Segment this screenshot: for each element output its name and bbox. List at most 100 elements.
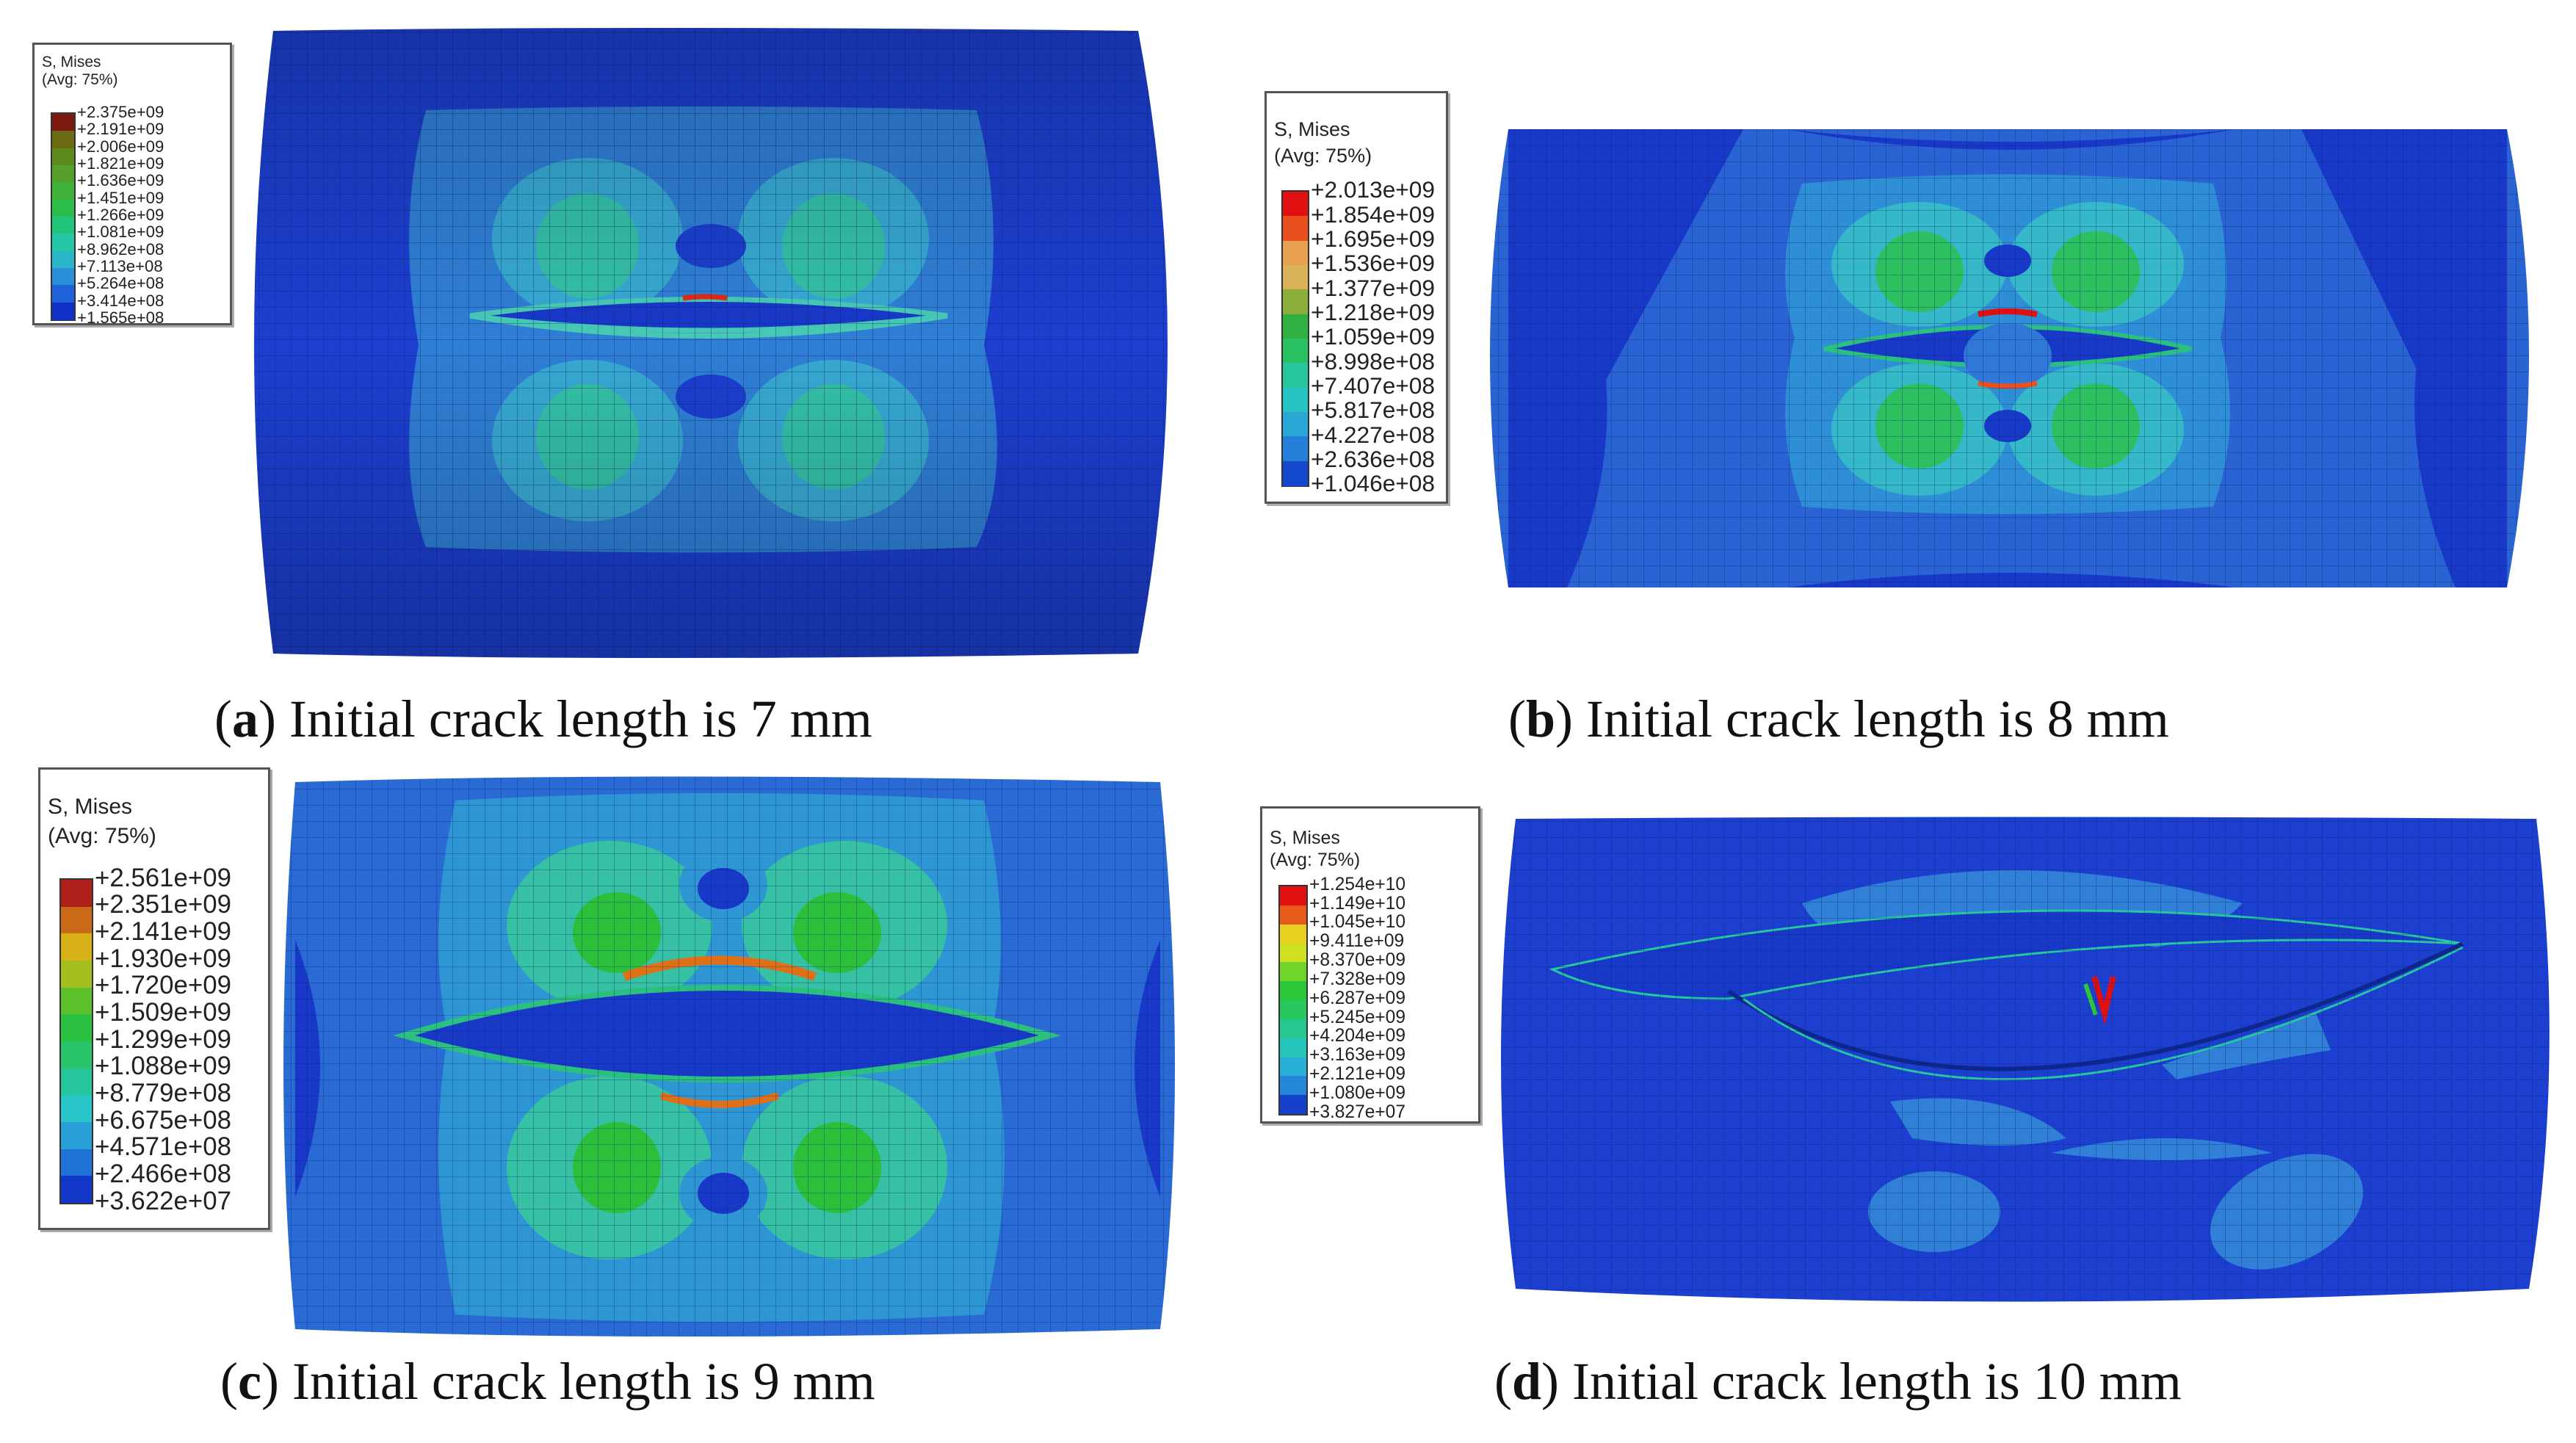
color-legend-a: S, Mises (Avg: 75%) +2.375e+09 +2.191e+09… [32,43,232,327]
legend-swatch [61,1014,92,1042]
fea-contour-plot-d [1501,817,2550,1302]
legend-swatch [1283,387,1308,413]
caption-letter: d [1511,1352,1542,1411]
legend-swatch [61,906,92,934]
legend-swatch [1283,216,1308,242]
color-legend-c: S, Mises (Avg: 75%) +2.561e+09 +2.351e+09… [38,767,270,1230]
color-legend-b: S, Mises (Avg: 75%) +2.013e+09 +1.854e+09… [1265,91,1448,504]
legend-value: +6.675e+08 [95,1105,231,1135]
legend-title: S, Mises [42,54,101,70]
legend-subtitle: (Avg: 75%) [42,71,118,88]
panel-b: S, Mises (Avg: 75%) +2.013e+09 +1.854e+09… [1265,0,2576,771]
legend-value: +5.245e+09 [1309,1007,1405,1027]
legend-swatch [1283,192,1308,217]
legend-colorbar [1281,190,1309,487]
caption-d: (d) Initial crack length is 10 mm [1494,1352,2182,1411]
legend-value: +1.149e+10 [1309,893,1405,914]
legend-value: +1.565e+08 [77,308,164,327]
legend-swatch [61,1095,92,1123]
legend-value: +1.266e+09 [77,205,164,224]
legend-swatch [52,302,74,320]
legend-swatch [1283,339,1308,364]
legend-value: +2.006e+09 [77,137,164,156]
legend-value: +2.561e+09 [95,863,231,892]
caption-letter: b [1525,690,1556,748]
fea-contour-plot-c [283,776,1175,1337]
caption-a: (a) Initial crack length is 7 mm [214,690,872,748]
legend-value: +4.227e+08 [1311,421,1436,448]
legend-swatch [61,1068,92,1096]
legend-title: S, Mises [1270,828,1340,848]
legend-value: +8.962e+08 [77,239,164,258]
caption-text: Initial crack length is 9 mm [292,1352,875,1411]
panel-d: S, Mises (Avg: 75%) +1.254e+10 +1.149e+10… [1260,756,2576,1443]
legend-value: +2.191e+09 [77,120,164,139]
legend-swatch [61,1176,92,1204]
legend-swatch [52,148,74,166]
legend-value: +3.622e+07 [95,1186,231,1215]
legend-value: +3.414e+08 [77,291,164,310]
legend-swatch [1283,240,1308,266]
legend-swatch [52,114,74,131]
caption-text: Initial crack length is 7 mm [289,690,872,748]
legend-subtitle: (Avg: 75%) [1270,850,1361,870]
legend-value: +7.113e+08 [77,256,163,275]
legend-swatch [1280,1000,1306,1019]
legend-swatch [1280,924,1306,944]
legend-swatch [61,961,92,988]
legend-swatch [1280,1076,1306,1096]
legend-value: +2.351e+09 [95,890,231,919]
caption-letter: c [237,1352,261,1411]
legend-swatch [61,933,92,961]
legend-value: +2.466e+08 [95,1159,231,1188]
legend-value: +2.013e+09 [1311,176,1436,203]
legend-swatch [52,234,74,252]
legend-title: S, Mises [1274,118,1350,140]
legend-value: +5.817e+08 [1311,397,1436,424]
panel-c: S, Mises (Avg: 75%) +2.561e+09 +2.351e+09… [0,756,1288,1443]
legend-value: +2.636e+08 [1311,445,1436,472]
legend-value: +1.218e+09 [1311,298,1436,325]
legend-swatch [1280,905,1306,925]
legend-swatch [1280,981,1306,1001]
legend-swatch [1283,412,1308,437]
legend-swatch [1280,1038,1306,1057]
legend-value: +1.059e+09 [1311,323,1436,350]
color-legend-d: S, Mises (Avg: 75%) +1.254e+10 +1.149e+10… [1260,806,1480,1124]
legend-swatch [1280,943,1306,963]
legend-swatch [1280,1057,1306,1077]
legend-swatch [52,182,74,200]
legend-value: +7.328e+09 [1309,969,1405,989]
legend-colorbar [59,878,93,1204]
legend-value: +1.536e+09 [1311,250,1436,277]
legend-colorbar [1278,885,1308,1115]
legend-value: +1.045e+10 [1309,912,1405,933]
legend-swatch [1283,460,1308,486]
fea-contour-plot-b [1490,129,2529,587]
legend-swatch [1283,265,1308,290]
legend-value: +1.821e+09 [77,153,164,173]
legend-swatch [61,987,92,1015]
legend-value: +4.204e+09 [1309,1026,1405,1046]
caption-b: (b) Initial crack length is 8 mm [1508,690,2169,748]
legend-swatch [1283,363,1308,388]
legend-value: +1.080e+09 [1309,1082,1405,1103]
legend-swatch [52,165,74,183]
legend-value: +1.636e+09 [77,171,164,190]
panel-a: S, Mises (Avg: 75%) +2.375e+09 +2.191e+09… [0,0,1288,771]
legend-value: +1.720e+09 [95,971,231,1000]
legend-swatch [52,217,74,234]
legend-swatch [52,131,74,149]
legend-value: +6.287e+09 [1309,988,1405,1008]
legend-value: +5.264e+08 [77,274,164,293]
legend-swatch [61,1122,92,1149]
legend-value: +1.081e+09 [77,223,164,242]
legend-value: +8.779e+08 [95,1078,231,1107]
caption-text: Initial crack length is 8 mm [1586,690,2169,748]
legend-value: +1.088e+09 [95,1052,231,1081]
legend-value: +1.377e+09 [1311,274,1436,301]
legend-value: +1.695e+09 [1311,225,1436,252]
legend-swatch [52,285,74,303]
legend-swatch [1283,289,1308,315]
legend-value: +1.299e+09 [95,1024,231,1054]
